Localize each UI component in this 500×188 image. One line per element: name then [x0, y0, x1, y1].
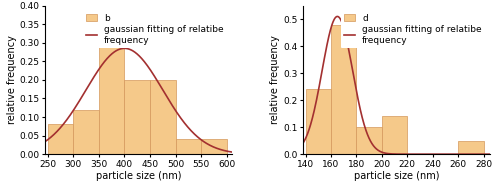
Bar	[176, 139, 201, 154]
Bar	[331, 25, 356, 154]
Bar	[99, 35, 124, 154]
Bar	[48, 124, 73, 154]
X-axis label: particle size (nm): particle size (nm)	[354, 171, 440, 181]
Bar	[306, 89, 331, 154]
X-axis label: particle size (nm): particle size (nm)	[96, 171, 181, 181]
Y-axis label: relative frequency: relative frequency	[270, 36, 280, 124]
Bar	[124, 80, 150, 154]
Bar	[356, 127, 382, 154]
Bar	[382, 116, 407, 154]
Bar	[150, 80, 176, 154]
Bar	[201, 139, 227, 154]
Y-axis label: relative frequency: relative frequency	[6, 36, 16, 124]
Legend: b, gaussian fitting of relatibe
frequency: b, gaussian fitting of relatibe frequenc…	[82, 10, 228, 49]
Bar	[73, 110, 99, 154]
Bar	[458, 141, 483, 154]
Legend: d, gaussian fitting of relatibe
frequency: d, gaussian fitting of relatibe frequenc…	[340, 10, 486, 49]
